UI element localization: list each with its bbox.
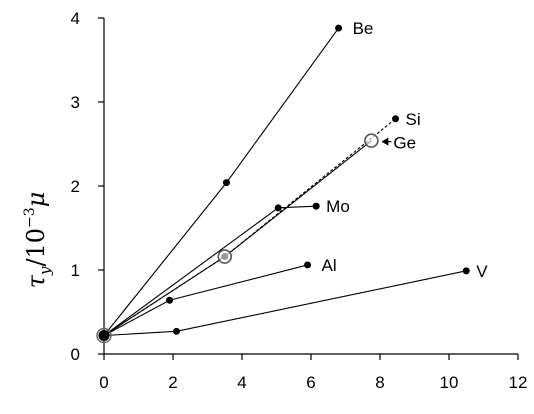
data-point [335, 24, 343, 32]
data-point [166, 296, 174, 304]
data-point [304, 261, 312, 269]
x-tick-label: 8 [375, 373, 384, 392]
y-axis-label: τy/10−3μ [22, 192, 54, 289]
data-point [274, 204, 282, 212]
y-tick-label: 1 [71, 261, 80, 280]
series-label-Be: Be [353, 19, 374, 38]
series-V [103, 267, 470, 337]
x-tick-label: 10 [440, 373, 459, 392]
origin-point [98, 330, 110, 342]
y-axis-label-exponent: −3 [22, 207, 38, 228]
data-point [364, 133, 379, 148]
x-tick-label: 4 [237, 373, 246, 392]
x-tick-label: 2 [168, 373, 177, 392]
y-axis-label-symbol: τ [22, 274, 50, 288]
y-axis-label-subscript: y [36, 266, 54, 276]
series-line-Be [103, 27, 340, 336]
series-line-Si [103, 118, 396, 336]
data-point [172, 327, 180, 335]
x-tick-label: 6 [306, 373, 315, 392]
data-point [222, 179, 230, 187]
y-axis-label-divider: /10 [22, 228, 50, 267]
y-tick-label: 3 [71, 93, 80, 112]
series-label-V: V [476, 262, 488, 281]
series-Mo [103, 202, 320, 336]
series-label-Ge: Ge [393, 134, 416, 153]
data-point [462, 267, 470, 275]
y-tick-label: 0 [71, 345, 80, 364]
x-tick-label: 0 [99, 373, 108, 392]
y-axis-label-unit: μ [22, 192, 50, 208]
ge-arrow-head [381, 137, 389, 146]
series-Ge [103, 133, 379, 336]
series-label-Si: Si [406, 110, 421, 129]
series-label-Mo: Mo [326, 197, 350, 216]
series-Al [103, 261, 312, 337]
y-tick-label: 2 [71, 177, 80, 196]
series-line-V [103, 270, 467, 337]
annotation-layer: Be Si Ge Mo Al V [322, 19, 489, 281]
origin-point-ring [96, 327, 112, 344]
data-point [392, 115, 400, 123]
series-Be [103, 24, 343, 336]
data-point [217, 249, 233, 264]
series-layer [96, 24, 470, 344]
y-tick-label: 4 [71, 9, 80, 28]
data-point [312, 202, 320, 210]
x-tick-label: 12 [509, 373, 528, 392]
series-label-Al: Al [322, 256, 337, 275]
